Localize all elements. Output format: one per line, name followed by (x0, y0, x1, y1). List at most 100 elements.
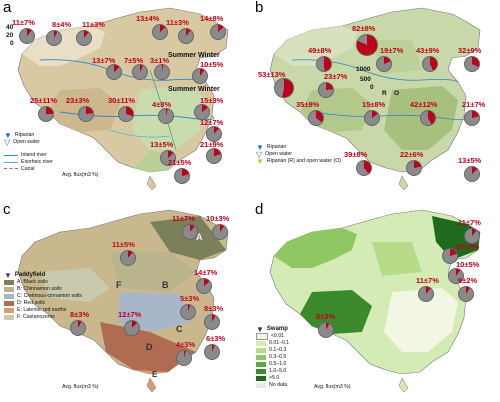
percent-label: 11±7% (172, 214, 195, 223)
legend-item: Inland river (4, 152, 53, 159)
percent-label: 8±3% (204, 304, 224, 313)
legend-swatch (256, 333, 268, 340)
percent-label: 14±7% (194, 268, 218, 277)
percent-label: 13±5% (150, 140, 174, 149)
panel-a-legend: ▼ Riparian ▽ Open water Inland river Exorh… (4, 132, 53, 173)
pie-chart (420, 110, 436, 126)
region-letter: A (196, 232, 203, 242)
percent-label: 12±7% (200, 118, 224, 127)
pie-chart (458, 286, 474, 302)
pie-chart (180, 304, 196, 320)
riparian-marker-icon: ▼ (256, 143, 264, 152)
pie-chart (316, 56, 332, 72)
percent-label: 43±9% (416, 46, 440, 55)
percent-label: 8±3% (316, 312, 336, 321)
open-water-marker-icon: ▽ (256, 150, 263, 159)
percent-label: 5±3% (180, 294, 200, 303)
percent-label: 21±7% (462, 100, 486, 109)
legend-item: Canal (4, 166, 53, 173)
legend-item: F: Castanozems (4, 314, 82, 321)
legend-item: 0.3–0.5 (256, 354, 289, 361)
avg-flux-label: Avg. flux(m3 %) (62, 172, 99, 178)
panel-d-legend: ▼ Swamp <0.01 0.01–0.1 0.1–0.3 0.3–0.5 0.… (256, 326, 289, 389)
percent-label: 19±7% (380, 46, 404, 55)
percent-label: 15±3% (200, 96, 224, 105)
pie-chart (160, 150, 176, 166)
percent-label: 11±7% (458, 218, 481, 227)
legend-item: A: Black soils (4, 279, 82, 286)
percent-label: 49±8% (308, 46, 332, 55)
percent-label: 8±4% (52, 20, 72, 29)
panel-d: d 11±7% 20±7% 10±5% 11±7% 9±2% 8±3% ▼ Swa… (252, 202, 500, 402)
percent-label: 23±7% (324, 72, 348, 81)
pie-chart (318, 82, 334, 98)
percent-label: 53±13% (258, 70, 286, 79)
pie-chart (70, 320, 86, 336)
percent-label: 4±3% (176, 340, 196, 349)
pie-chart (192, 68, 208, 84)
legend-item: No data (256, 382, 289, 389)
legend-item: E: Lateritic red earths (4, 307, 82, 314)
pie-chart (182, 224, 198, 240)
pie-chart (464, 166, 480, 182)
percent-label: 30±11% (108, 96, 136, 105)
season-label: Summer (168, 86, 197, 93)
legend-item: 0.5–1.0 (256, 361, 289, 368)
percent-label: 11±7% (12, 18, 35, 27)
legend-swatch (256, 355, 266, 360)
percent-label: 23±3% (66, 96, 90, 105)
pie-chart (152, 24, 168, 40)
legend-item: C: Cretinous-cinnamon soils (4, 293, 82, 300)
percent-label: 32±9% (458, 46, 482, 55)
exorheic-river-line-icon (4, 161, 18, 164)
legend-item: B: Chinnamon soils (4, 286, 82, 293)
region-letter: C (176, 324, 183, 334)
pie-chart (206, 148, 222, 164)
percent-label: 13±4% (136, 14, 160, 23)
percent-label: 9±2% (458, 276, 478, 285)
legend-swatch (4, 308, 14, 313)
paddyfield-marker-icon: ▼ (4, 271, 12, 280)
pie-chart (158, 108, 174, 124)
panel-b: b 82±8% 49±8% 19±7% 43±9% 32±9% 53±13% 2… (252, 0, 500, 200)
pie-chart (76, 30, 92, 46)
legend-swatch (256, 369, 266, 374)
legend-swatch (4, 294, 14, 299)
percent-label: 13±5% (458, 156, 482, 165)
panel-c-legend: ▼ Paddyfield A: Black soils B: Chinnamon … (4, 272, 82, 321)
legend-swatch (4, 287, 14, 292)
percent-label: 6±3% (206, 334, 226, 343)
panel-b-label: b (255, 0, 264, 16)
pie-chart (464, 110, 480, 126)
swamp-marker-icon: ▼ (256, 325, 264, 334)
percent-label: 39±8% (344, 150, 368, 159)
percent-label: 11±7% (416, 276, 439, 285)
pie-chart (308, 110, 324, 126)
pie-chart (120, 250, 136, 266)
legend-swatch (256, 348, 266, 353)
legend-item: ▼ Riparian (4, 131, 35, 140)
riparian-open-water-marker-icon: ▼ (256, 157, 264, 166)
season-label: Winter (198, 86, 220, 93)
pie-chart (19, 28, 35, 44)
percent-label: 10±3% (206, 214, 230, 223)
pie-chart (274, 78, 294, 98)
pie-chart (178, 28, 194, 44)
inland-river-line-icon (4, 154, 18, 157)
legend-item: ▽ Open water (256, 150, 292, 159)
percent-label: 22±6% (400, 150, 424, 159)
legend-swatch (4, 280, 14, 285)
panel-c: c B C D F A E 11±7% 10±3% 11±5% 14±7% 8±… (0, 202, 248, 402)
pie-chart (364, 110, 380, 126)
pie-chart (132, 64, 148, 80)
region-letter: F (116, 280, 122, 290)
legend-swatch (256, 383, 266, 388)
pie-chart (118, 106, 134, 122)
percent-label: 21±9% (200, 140, 224, 149)
region-letter: D (146, 342, 153, 352)
legend-item: <0.01 (256, 333, 289, 340)
pie-chart (464, 56, 480, 72)
panel-a: a 40 20 0 11±7% 8±4% 11±3% 13±4% 11±3% 1… (0, 0, 248, 200)
percent-label: 35±8% (296, 100, 320, 109)
pie-chart (406, 160, 422, 176)
